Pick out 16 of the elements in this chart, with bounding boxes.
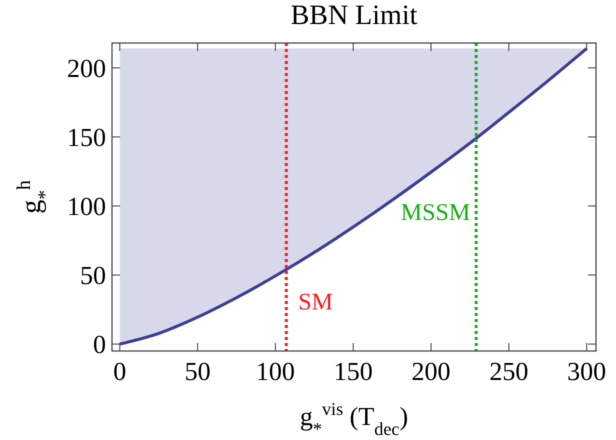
x-tick-label: 100 [256, 357, 295, 386]
x-tick-label: 150 [334, 357, 373, 386]
x-tick-label: 300 [567, 357, 606, 386]
x-axis-title: g$_{*}$$^{vis}$ (T$_{dec}$) [300, 399, 408, 439]
y-tick-label: 150 [67, 122, 106, 152]
x-tick-label: 200 [412, 357, 451, 386]
y-tick-label: 200 [67, 54, 106, 83]
y-tick-label: 0 [93, 330, 106, 360]
y-tick-label: 100 [67, 192, 106, 221]
x-tick-label: 250 [489, 357, 528, 386]
x-tick-label: 0 [113, 357, 126, 386]
chart-title: BBN Limit [290, 0, 418, 31]
ref-line-label: SM [298, 290, 333, 316]
x-tick-label: 50 [184, 357, 211, 386]
ref-line-label: MSSM [400, 200, 470, 226]
y-tick-label: 50 [80, 261, 106, 290]
